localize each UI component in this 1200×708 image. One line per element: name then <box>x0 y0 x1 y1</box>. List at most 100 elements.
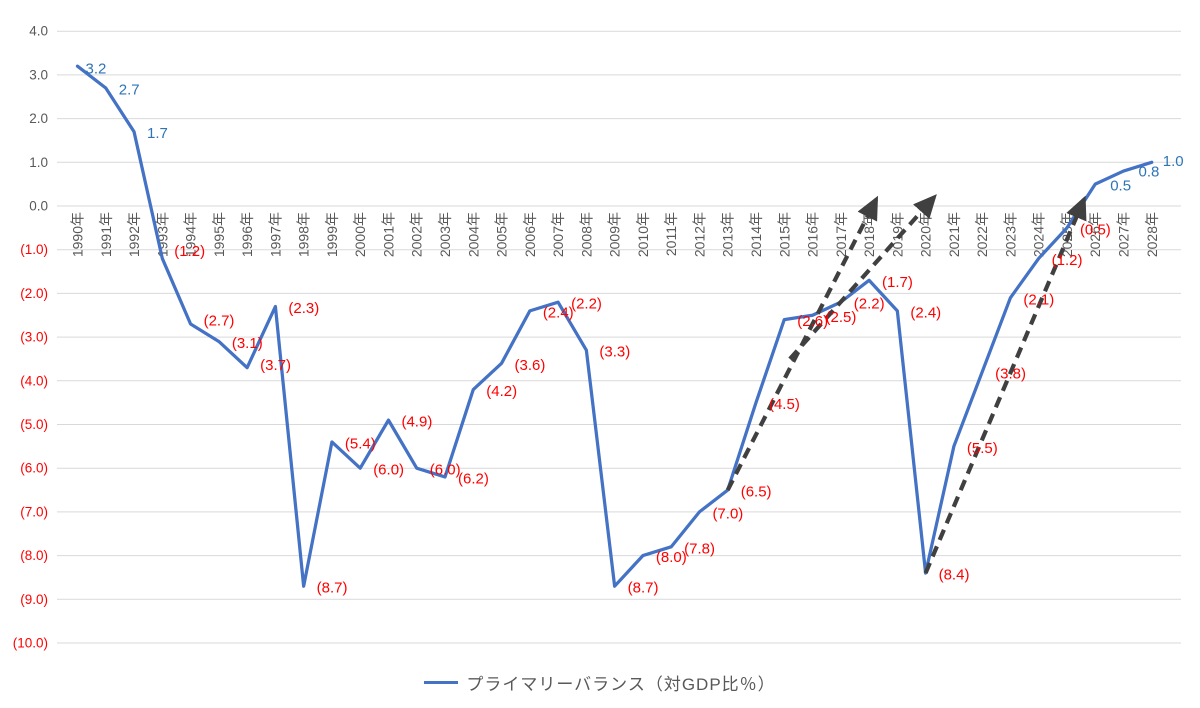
y-tick-label: (10.0) <box>13 636 48 651</box>
x-tick-label: 2022年 <box>974 212 990 257</box>
x-tick-label: 2007年 <box>550 212 566 257</box>
x-axis-labels: 1990年 1991年 1992年 1993年 1994年 1995年 1996年 1997年… <box>70 212 1160 257</box>
legend-series-label: プライマリーバランス（対GDP比％） <box>466 674 776 694</box>
y-tick-label: (9.0) <box>20 592 48 607</box>
y-tick-label: (5.0) <box>20 417 48 432</box>
x-tick-label: 1995年 <box>211 212 227 257</box>
data-label: (2.7) <box>204 312 235 329</box>
data-label: 1.7 <box>147 125 168 142</box>
x-tick-label: 2003年 <box>437 212 453 257</box>
x-tick-label: 2026年 <box>1087 212 1103 257</box>
gridlines <box>57 30 1181 644</box>
data-label: (1.7) <box>882 274 913 291</box>
plot-area: 4.0 3.0 2.0 1.0 0.0 (1.0) (2.0) (3.0) (4.0) (5.0)… <box>13 24 1184 651</box>
data-labels: 3.2 2.7 1.7 (1.2) (2.7) (3.1) (3.7) (2.3) (8.7) (… <box>86 61 1184 597</box>
x-tick-label: 2011年 <box>663 212 679 256</box>
data-label: (2.2) <box>571 296 602 313</box>
x-tick-label: 2006年 <box>522 212 538 257</box>
x-tick-label: 2000年 <box>352 212 368 257</box>
legend-line-swatch <box>424 680 459 684</box>
trend-arrow <box>923 195 1087 574</box>
y-tick-label: (3.0) <box>20 330 48 345</box>
data-label: (4.9) <box>401 414 432 431</box>
data-label: (3.3) <box>599 344 630 361</box>
x-tick-label: 1996年 <box>239 212 255 257</box>
data-label: (8.7) <box>628 580 659 597</box>
data-label: (3.1) <box>232 335 263 352</box>
data-label: (8.7) <box>317 580 348 597</box>
data-label: 3.2 <box>86 61 107 78</box>
data-label: (6.2) <box>458 470 489 487</box>
x-tick-label: 2021年 <box>946 212 962 257</box>
data-label: (3.6) <box>515 357 546 374</box>
data-label: (5.5) <box>967 440 998 457</box>
data-label: (1.2) <box>1052 252 1083 269</box>
data-label: (6.5) <box>741 484 772 501</box>
data-label: (2.2) <box>854 296 885 313</box>
x-tick-label: 2024年 <box>1031 212 1047 257</box>
data-label: (2.4) <box>543 304 574 321</box>
y-tick-label: 2.0 <box>29 111 48 126</box>
y-tick-label: 4.0 <box>29 24 48 39</box>
y-tick-label: 0.0 <box>29 199 48 214</box>
x-tick-label: 1997年 <box>267 212 283 257</box>
x-tick-label: 2001年 <box>380 212 396 257</box>
x-tick-label: 2023年 <box>1002 212 1018 257</box>
data-label: (5.4) <box>345 435 376 452</box>
x-tick-label: 1998年 <box>296 212 312 257</box>
y-tick-label: (8.0) <box>20 548 48 563</box>
x-tick-label: 1994年 <box>183 212 199 257</box>
x-tick-label: 2008年 <box>578 212 594 257</box>
data-label: (8.0) <box>656 549 687 566</box>
x-tick-label: 2027年 <box>1115 212 1131 257</box>
data-label: (3.7) <box>260 357 291 374</box>
trend-arrow <box>788 194 937 361</box>
x-tick-label: 2018年 <box>861 212 877 257</box>
data-label: (6.0) <box>430 462 461 479</box>
x-tick-label: 2020年 <box>918 212 934 257</box>
data-label: (6.0) <box>373 462 404 479</box>
data-label: (8.4) <box>939 567 970 584</box>
data-label: (2.3) <box>288 300 319 317</box>
data-label: (7.8) <box>684 540 715 557</box>
data-label: (4.5) <box>769 396 800 413</box>
data-label: 1.0 <box>1163 153 1184 170</box>
y-axis-labels: 4.0 3.0 2.0 1.0 0.0 (1.0) (2.0) (3.0) (4.0) (5.0)… <box>13 24 48 651</box>
x-tick-label: 2002年 <box>409 212 425 257</box>
data-label: (7.0) <box>712 505 743 522</box>
legend: プライマリーバランス（対GDP比％） <box>0 666 1200 698</box>
data-label: 2.7 <box>119 82 140 99</box>
x-tick-label: 2009年 <box>607 212 623 257</box>
data-label: (2.5) <box>826 309 857 326</box>
y-tick-label: (7.0) <box>20 504 48 519</box>
y-tick-label: 3.0 <box>29 67 48 82</box>
series-line <box>75 64 1154 588</box>
data-label: (2.6) <box>797 313 828 330</box>
x-tick-label: 2005年 <box>494 212 510 257</box>
data-label: 0.5 <box>1110 178 1131 195</box>
primary-balance-line <box>75 64 1154 588</box>
x-tick-label: 2017年 <box>833 212 849 257</box>
x-tick-label: 2028年 <box>1144 212 1160 257</box>
x-tick-label: 2010年 <box>635 212 651 257</box>
y-tick-label: (6.0) <box>20 461 48 476</box>
data-label: (2.1) <box>1023 291 1054 308</box>
data-label: (2.4) <box>910 304 941 321</box>
x-tick-label: 1991年 <box>98 212 114 257</box>
x-tick-label: 1992年 <box>126 212 142 257</box>
y-tick-label: (2.0) <box>20 286 48 301</box>
x-tick-label: 2016年 <box>805 212 821 257</box>
x-tick-label: 2012年 <box>691 212 707 257</box>
trend-arrows <box>725 194 1087 574</box>
data-label: (0.5) <box>1080 221 1111 238</box>
x-tick-label: 2014年 <box>748 212 764 257</box>
data-label: (1.2) <box>174 243 205 260</box>
data-label: (4.2) <box>486 383 517 400</box>
x-tick-label: 2013年 <box>720 212 736 257</box>
x-tick-label: 2015年 <box>776 212 792 257</box>
y-tick-label: (4.0) <box>20 373 48 388</box>
x-tick-label: 1999年 <box>324 212 340 257</box>
data-label: 0.8 <box>1138 164 1159 181</box>
data-label: (3.8) <box>995 366 1026 383</box>
